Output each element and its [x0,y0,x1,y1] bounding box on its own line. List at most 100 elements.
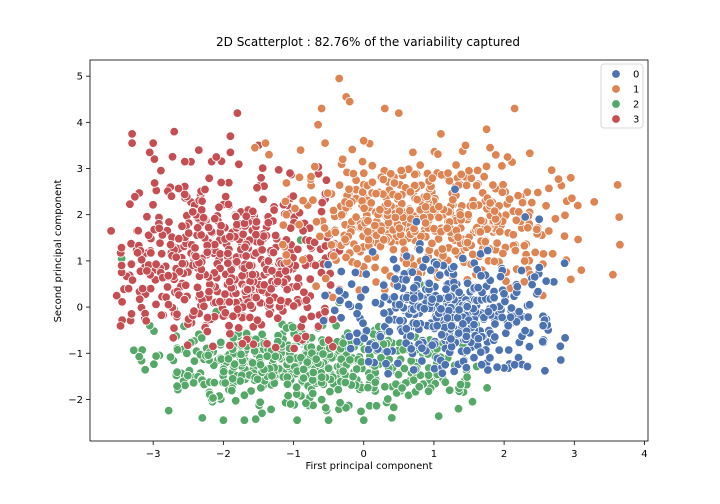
data-point [406,331,416,341]
data-point [298,255,308,265]
data-point [202,247,213,258]
data-point [576,265,587,275]
data-point [202,312,213,323]
data-point [462,278,473,289]
data-point [182,340,193,350]
data-point [308,195,318,205]
data-point [177,258,188,269]
data-point [294,219,304,230]
data-point [263,218,274,228]
x-tick-label: 3 [571,449,577,460]
data-point [453,404,464,414]
data-point [335,295,345,306]
data-point [462,237,473,248]
data-point [367,160,378,171]
data-point [298,364,309,375]
data-point [480,236,491,247]
data-point [164,217,174,227]
data-point [298,195,308,206]
data-point [345,96,355,107]
data-point [180,156,190,167]
data-point [527,279,537,290]
data-point [229,359,240,369]
data-point [301,295,312,305]
data-point [323,363,334,374]
data-point [454,328,464,338]
data-point [378,174,389,185]
data-point [615,239,625,250]
data-point [234,159,244,170]
data-point [475,227,486,237]
data-point [375,332,386,342]
data-point [276,295,286,306]
data-point [517,197,528,208]
data-point [274,165,284,175]
data-point [136,255,147,265]
data-point [252,183,262,193]
data-point [125,199,135,209]
data-point [183,370,193,381]
data-point [191,251,201,262]
data-point [218,415,229,425]
data-point [321,175,332,185]
data-point [299,287,309,298]
data-point [325,386,335,397]
data-point [130,192,140,202]
data-point [198,212,209,223]
data-point [512,282,523,292]
data-point [148,200,158,210]
data-point [420,202,431,212]
data-point [172,381,182,391]
data-point [523,222,533,233]
data-point [380,382,390,392]
data-point [252,315,263,325]
data-point [155,238,165,248]
data-point [197,413,208,423]
data-point [328,314,338,325]
data-point [421,254,431,265]
legend-marker-3 [611,114,621,124]
data-point [442,313,453,323]
data-point [305,274,316,284]
data-point [280,196,291,207]
data-point [325,280,336,290]
data-point [449,366,459,377]
data-point [294,172,305,183]
data-point [380,265,390,275]
data-point [278,239,288,250]
data-point [320,290,330,301]
data-point [448,195,458,205]
data-point [225,340,235,351]
data-point [359,415,369,425]
data-point [264,296,275,306]
data-point [142,266,152,276]
data-point [270,351,281,362]
data-point [356,292,366,303]
data-point [612,180,623,190]
data-point [264,149,274,160]
data-point [370,220,380,231]
data-point [255,360,266,370]
data-point [223,258,233,268]
data-point [376,225,386,236]
data-point [285,168,295,178]
data-point [379,308,389,318]
data-point [285,399,296,409]
data-point [225,329,235,339]
data-point [346,343,356,354]
data-point [264,309,275,319]
data-point [389,292,400,302]
data-point [316,206,327,217]
data-point [340,377,351,388]
data-point [308,388,318,399]
data-point [347,144,358,155]
data-point [227,374,238,384]
legend-label-3: 3 [633,115,639,126]
data-point [540,366,550,376]
y-axis: −2 −1 0 1 2 3 4 5 [68,72,90,406]
data-point [408,147,418,158]
data-point [232,257,242,267]
data-point [151,351,161,361]
data-point [450,184,460,195]
data-point [311,281,321,291]
